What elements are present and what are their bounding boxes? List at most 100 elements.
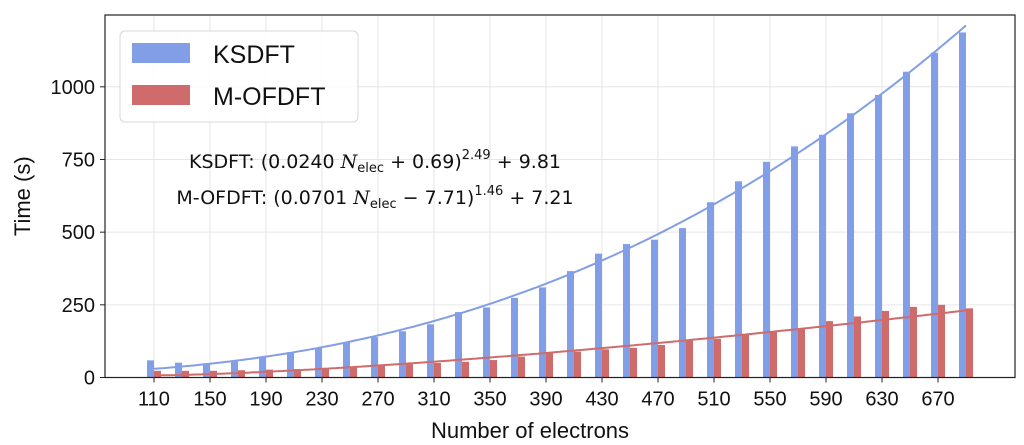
bar-ksdft (343, 342, 350, 378)
bar-ksdft (819, 134, 826, 378)
bar-m-ofdft (686, 340, 693, 378)
bar-m-ofdft (546, 352, 553, 378)
x-tick-label: 510 (697, 389, 730, 411)
bar-ksdft (203, 363, 210, 378)
bar-ksdft (483, 307, 490, 378)
bar-m-ofdft (714, 338, 721, 378)
ann-text: + 7.21 (503, 187, 574, 209)
ann-text: M-OFDFT: (0.0701 (176, 187, 348, 209)
x-tick-label: 150 (193, 389, 226, 411)
bar-m-ofdft (602, 349, 609, 378)
bar-ksdft (959, 32, 966, 378)
mofdft-fit-annotation: M-OFDFT: (0.0701 Nelec − 7.71)1.46 + 7.2… (176, 184, 573, 212)
ann-exp: 1.46 (474, 184, 504, 199)
legend-label: KSDFT (213, 41, 295, 69)
bar-ksdft (791, 146, 798, 378)
bar-m-ofdft (294, 369, 301, 378)
ann-sub: elec (369, 197, 397, 212)
bar-ksdft (175, 362, 182, 378)
bar-ksdft (567, 271, 574, 378)
bar-m-ofdft (742, 333, 749, 378)
y-tick-label: 750 (62, 149, 95, 171)
x-tick-label: 230 (305, 389, 338, 411)
ann-text: − 7.71) (396, 187, 475, 209)
bar-m-ofdft (490, 360, 497, 378)
ann-sub: elec (357, 161, 385, 176)
bar-m-ofdft (266, 369, 273, 378)
y-axis-label: Time (s) (10, 156, 35, 236)
bar-m-ofdft (826, 321, 833, 378)
plot-frame (104, 14, 1016, 379)
x-tick-label: 350 (473, 389, 506, 411)
bar-m-ofdft (154, 370, 161, 378)
bar-ksdft (875, 94, 882, 378)
bar-m-ofdft (350, 366, 357, 378)
legend-swatch-ksdft (132, 43, 190, 63)
legend-swatch-m-ofdft (132, 85, 190, 105)
legend-label: M-OFDFT (213, 83, 325, 111)
x-tick-label: 190 (249, 389, 282, 411)
bar-ksdft (427, 324, 434, 378)
bar-m-ofdft (518, 356, 525, 378)
fit-curve-m-ofdft (154, 309, 967, 377)
ann-text: + 9.81 (490, 151, 562, 173)
x-tick-label: 310 (417, 389, 450, 411)
ann-var: N (353, 187, 370, 209)
bar-m-ofdft (462, 361, 469, 378)
x-tick-label: 270 (361, 389, 394, 411)
bar-ksdft (231, 360, 238, 378)
bar-ksdft (147, 360, 154, 378)
bar-ksdft (763, 161, 770, 378)
bar-m-ofdft (630, 347, 637, 378)
x-tick-label: 590 (809, 389, 842, 411)
ksdft-fit-annotation: KSDFT: (0.0240 Nelec + 0.69)2.49 + 9.81 (189, 148, 561, 176)
bar-ksdft (707, 202, 714, 378)
bar-ksdft (623, 244, 630, 378)
x-tick-label: 630 (865, 389, 898, 411)
bar-ksdft (595, 253, 602, 378)
fit-curve-ksdft (153, 24, 967, 370)
ann-exp: 2.49 (461, 148, 491, 163)
bar-m-ofdft (854, 316, 861, 378)
bar-m-ofdft (378, 365, 385, 378)
bar-ksdft (539, 287, 546, 378)
bar-m-ofdft (882, 310, 889, 378)
x-tick-label: 390 (529, 389, 562, 411)
bar-m-ofdft (406, 364, 413, 378)
bar-ksdft (371, 337, 378, 378)
bar-ksdft (287, 352, 294, 378)
bar-ksdft (903, 71, 910, 378)
x-tick-label: 110 (138, 389, 170, 411)
bar-m-ofdft (434, 362, 441, 378)
bar-m-ofdft (574, 351, 581, 378)
bar-ksdft (399, 331, 406, 378)
bar-ksdft (651, 239, 658, 378)
ann-text: + 0.69) (384, 151, 462, 173)
bar-ksdft (931, 52, 938, 378)
x-tick-label: 670 (921, 389, 954, 411)
bar-m-ofdft (798, 328, 805, 378)
bar-m-ofdft (322, 367, 329, 378)
bar-ksdft (847, 113, 854, 378)
bar-m-ofdft (966, 308, 973, 378)
bar-ksdft (511, 297, 518, 378)
y-tick-label: 500 (62, 222, 95, 244)
bar-m-ofdft (770, 330, 777, 378)
bar-ksdft (455, 312, 462, 378)
ann-text: KSDFT: (0.0240 (188, 151, 335, 173)
legend: KSDFT M-OFDFT (119, 30, 359, 123)
y-tick-label: 1000 (51, 77, 96, 99)
bar-ksdft (679, 228, 686, 378)
x-axis-label: Number of electrons (431, 418, 629, 443)
x-tick-label: 470 (641, 389, 674, 411)
x-tick-label: 550 (753, 389, 786, 411)
bar-ksdft (315, 347, 322, 378)
x-tick-label: 430 (585, 389, 618, 411)
ann-var: N (340, 151, 358, 173)
bar-m-ofdft (658, 344, 665, 378)
bar-m-ofdft (910, 306, 917, 378)
bar-ksdft (259, 356, 266, 378)
y-tick-label: 250 (62, 295, 95, 317)
